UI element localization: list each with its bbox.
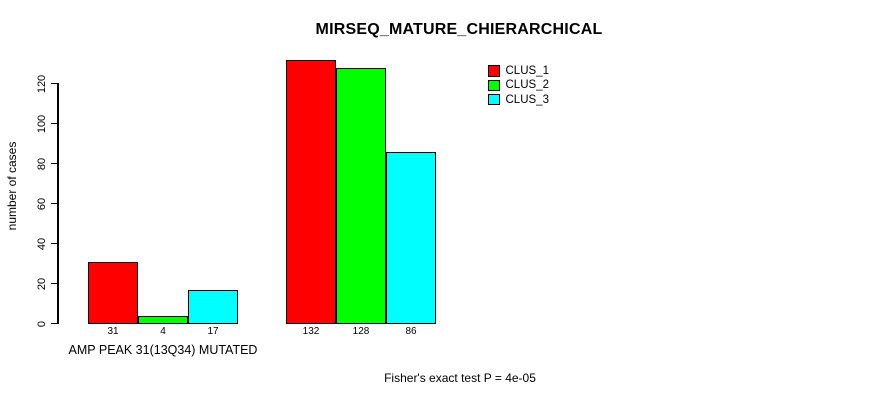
bar-clus_3-group2 <box>386 151 436 324</box>
y-axis-tick-label: 120 <box>36 74 48 93</box>
legend-swatch-clus_2 <box>488 79 500 92</box>
legend-label: CLUS_3 <box>505 93 549 106</box>
y-axis-tick-label: 60 <box>36 197 48 210</box>
y-axis-tick-label: 20 <box>36 277 48 290</box>
bar-clus_1-group1 <box>88 261 138 324</box>
bar-value-label: 31 <box>107 326 119 337</box>
fisher-test-note: Fisher's exact test P = 4e-05 <box>384 371 536 385</box>
legend: CLUS_1 CLUS_2 CLUS_3 <box>488 64 549 107</box>
y-axis-tick-label: 80 <box>36 157 48 170</box>
bar-clus_2-group2 <box>336 67 386 324</box>
legend-item-clus_2: CLUS_2 <box>488 78 549 92</box>
y-axis-tick-label: 0 <box>36 320 48 327</box>
legend-item-clus_3: CLUS_3 <box>488 93 549 107</box>
bar-clus_1-group2 <box>286 59 336 324</box>
bar-value-label: 128 <box>352 326 370 337</box>
y-axis-tick <box>51 322 58 325</box>
bar-clus_3-group1 <box>188 289 238 324</box>
legend-swatch-clus_3 <box>488 93 500 106</box>
y-axis-tick <box>51 202 58 205</box>
category-label: AMP PEAK 31(13Q34) MUTATED <box>68 343 258 357</box>
y-axis-title: number of cases <box>5 141 19 231</box>
legend-label: CLUS_1 <box>505 65 549 78</box>
bar-clus_2-group1 <box>138 315 188 324</box>
y-axis-tick <box>51 282 58 285</box>
y-axis-tick-label: 100 <box>36 114 48 133</box>
legend-item-clus_1: CLUS_1 <box>488 64 549 78</box>
y-axis-tick <box>51 82 58 85</box>
y-axis-tick <box>51 162 58 165</box>
y-axis-tick <box>51 122 58 125</box>
y-axis-tick <box>51 242 58 245</box>
bar-value-label: 17 <box>207 326 219 337</box>
bar-value-label: 86 <box>405 326 417 337</box>
chart-title: MIRSEQ_MATURE_CHIERARCHICAL <box>315 21 603 38</box>
legend-label: CLUS_2 <box>505 79 549 92</box>
y-axis-line <box>57 82 59 325</box>
y-axis-tick-label: 40 <box>36 237 48 250</box>
legend-swatch-clus_1 <box>488 65 500 77</box>
bar-value-label: 4 <box>160 326 166 337</box>
bar-value-label: 132 <box>302 326 320 337</box>
